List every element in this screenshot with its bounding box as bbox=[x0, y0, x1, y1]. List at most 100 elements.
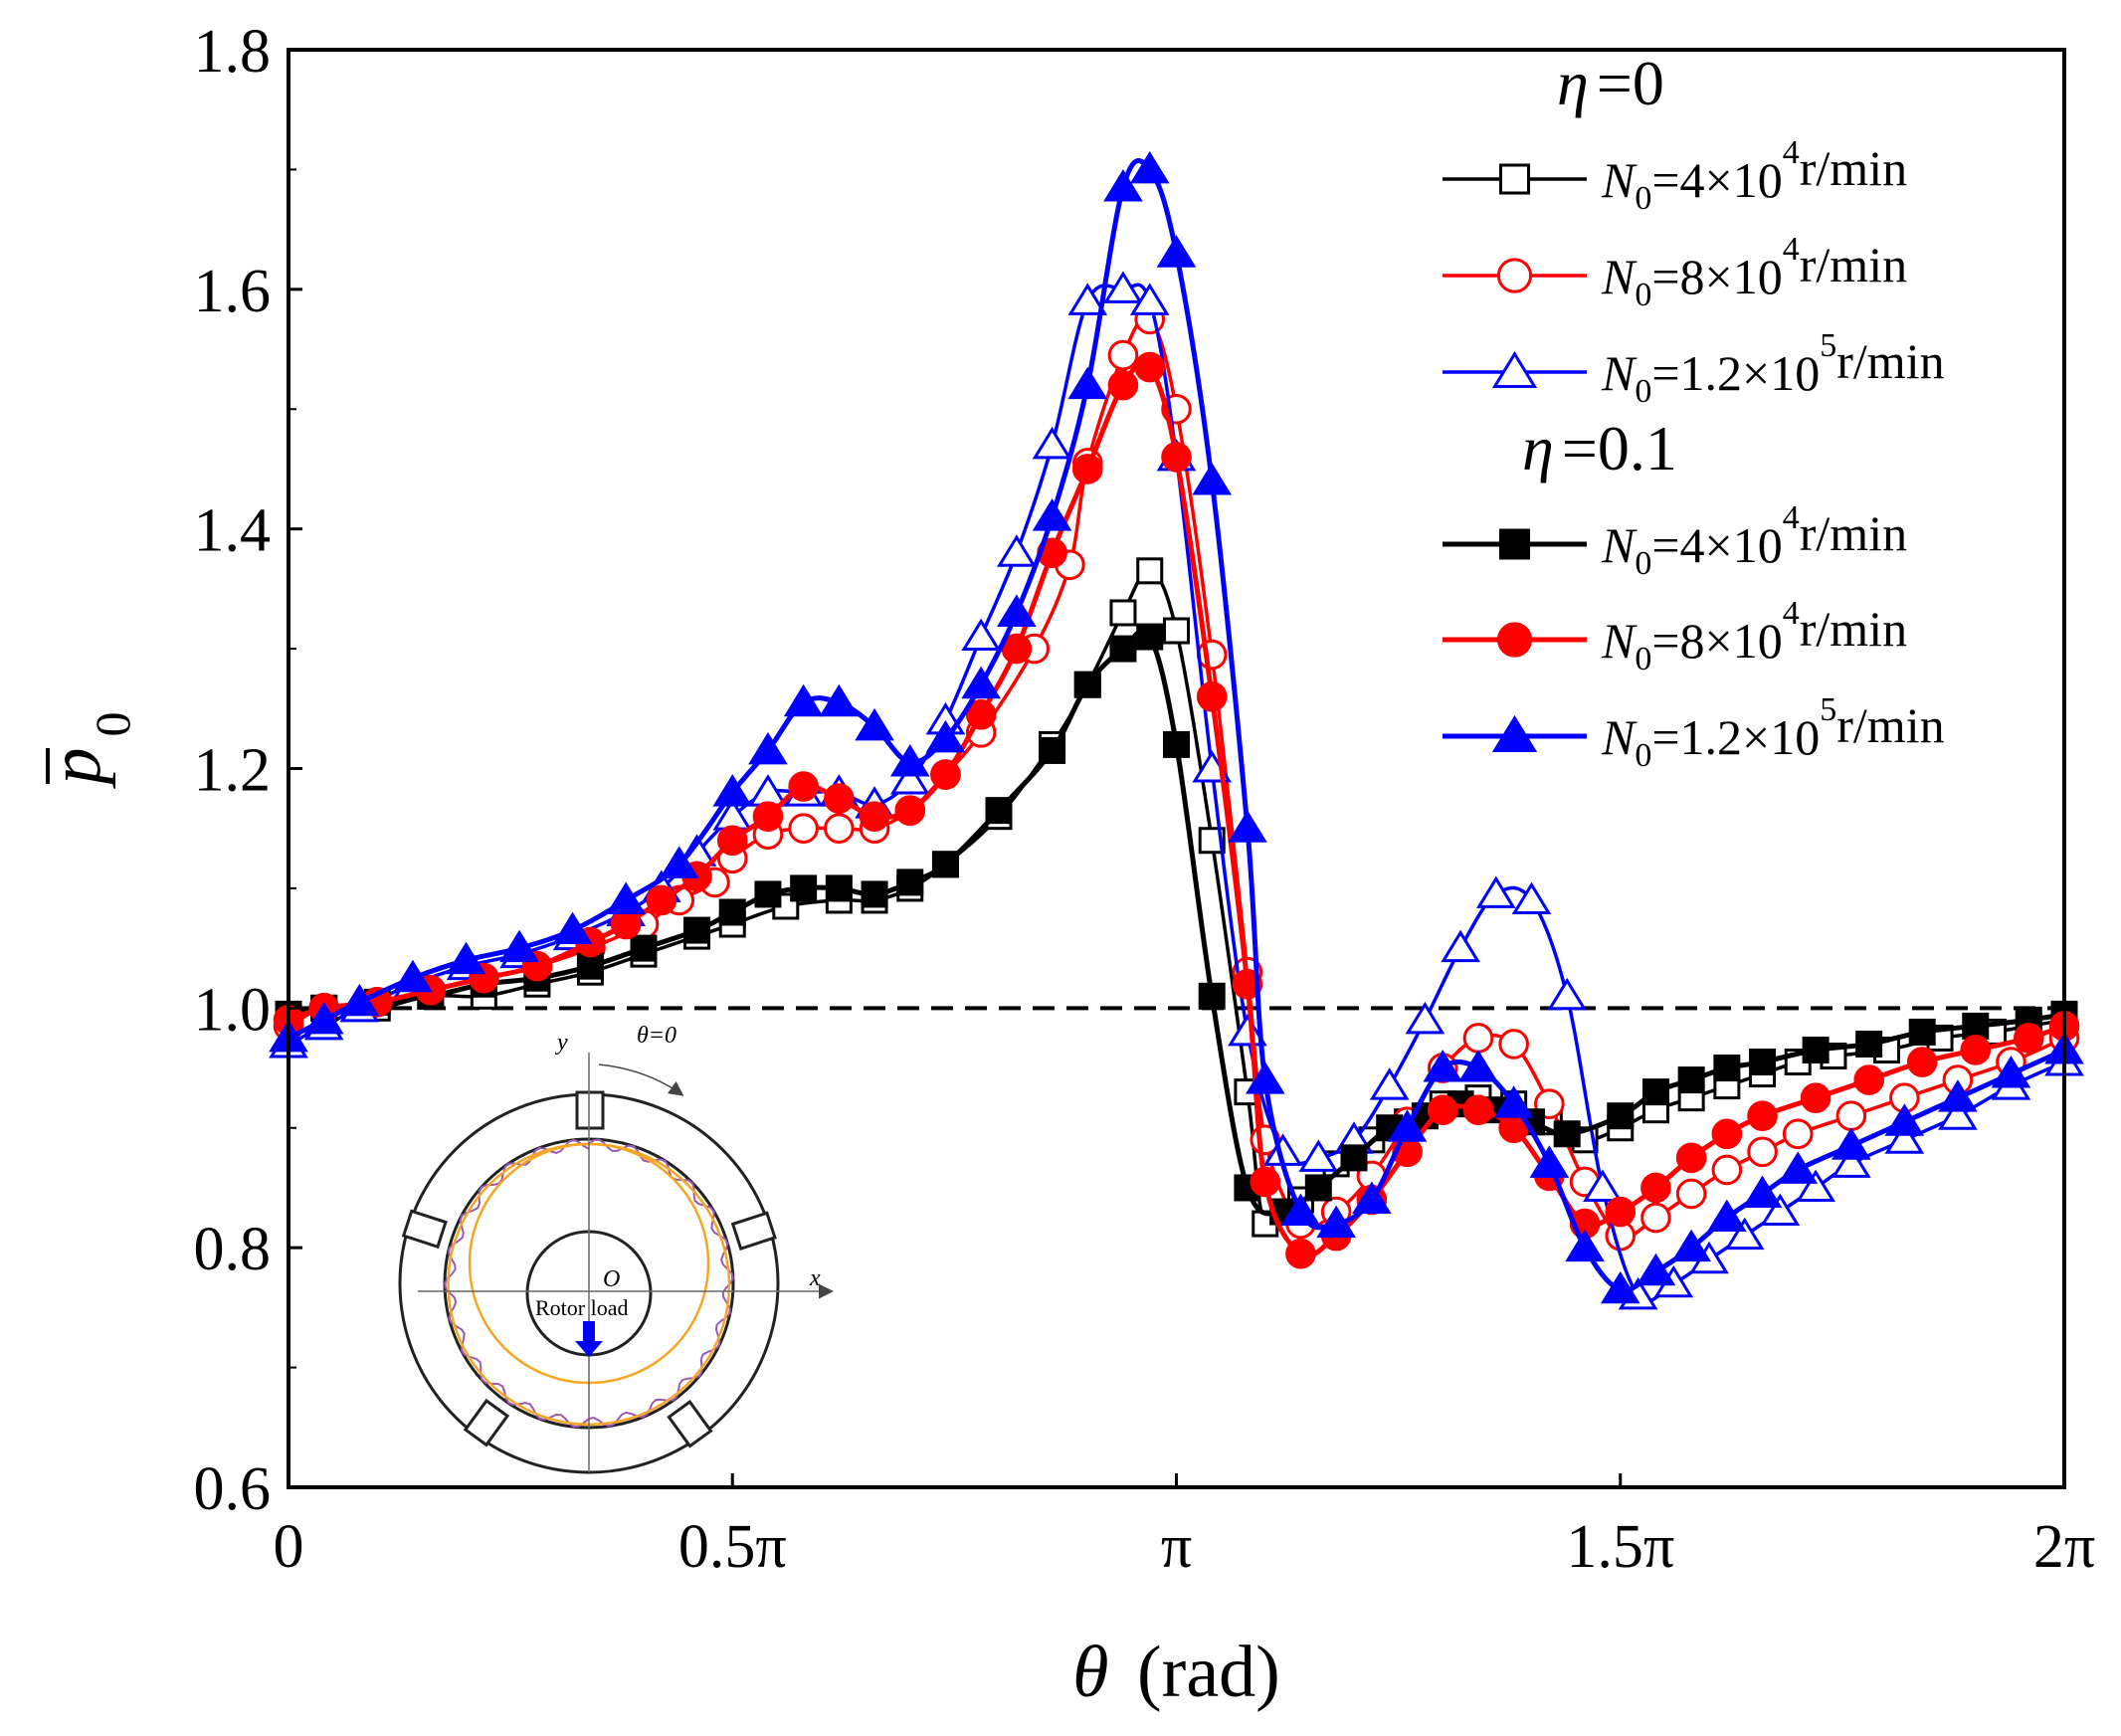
legend-label-part: =4×10 bbox=[1651, 152, 1782, 208]
data-point bbox=[718, 898, 746, 926]
legend-entry: N0=4×104r/min bbox=[1443, 499, 1907, 582]
series-4 bbox=[273, 351, 2080, 1269]
foil-pads bbox=[401, 1090, 777, 1448]
x-axis-label: θ (rad) bbox=[1072, 1632, 1280, 1713]
legend-label-part: N bbox=[1601, 249, 1638, 304]
legend-label-part: 0 bbox=[1635, 737, 1651, 774]
legend-label-part: 0 bbox=[1635, 373, 1651, 410]
data-point bbox=[1462, 1094, 1494, 1125]
data-point bbox=[985, 797, 1013, 825]
legend-label-part: =1.2×10 bbox=[1651, 709, 1820, 765]
data-point bbox=[1245, 1061, 1285, 1094]
data-point bbox=[861, 880, 888, 908]
legend-group-value: =0 bbox=[1597, 48, 1664, 118]
data-point bbox=[1103, 169, 1143, 202]
y-tick-label: 1.0 bbox=[194, 976, 272, 1044]
y-tick-label: 1.2 bbox=[194, 737, 272, 805]
legend-label-part: 4 bbox=[1783, 134, 1800, 171]
data-point bbox=[499, 929, 539, 963]
data-point bbox=[1228, 810, 1267, 843]
legend-group-value: =0.1 bbox=[1562, 413, 1677, 483]
data-point bbox=[1304, 1174, 1332, 1202]
data-point bbox=[2014, 1023, 2044, 1054]
legend-label-part: 5 bbox=[1820, 327, 1836, 364]
data-point bbox=[683, 916, 711, 944]
data-point bbox=[1441, 929, 1480, 963]
data-point bbox=[1800, 1082, 1832, 1113]
data-point bbox=[1724, 1217, 1765, 1251]
inset-x-label: x bbox=[809, 1265, 821, 1291]
legend-label-part: 4 bbox=[1783, 499, 1800, 536]
x-axis-unit: (rad) bbox=[1137, 1632, 1280, 1713]
data-point bbox=[783, 683, 824, 717]
data-point bbox=[1749, 1049, 1777, 1076]
legend-label-part: 0 bbox=[1635, 545, 1651, 582]
data-point bbox=[1192, 463, 1233, 495]
legend-label: N0=1.2×105r/min bbox=[1601, 327, 1945, 410]
legend-label-part: =1.2×10 bbox=[1651, 345, 1820, 401]
y-axis-label: p 0 bbox=[35, 712, 140, 790]
data-point bbox=[552, 911, 593, 945]
data-point bbox=[1316, 1205, 1356, 1239]
legend-entry: N0=1.2×105r/min bbox=[1443, 327, 1945, 410]
data-point bbox=[1071, 454, 1103, 484]
data-point bbox=[961, 618, 1001, 652]
legend-marker bbox=[1499, 528, 1530, 560]
legend-label-part: =8×10 bbox=[1651, 613, 1782, 669]
data-point bbox=[1831, 1127, 1871, 1160]
legend-label-part: 0 bbox=[1635, 180, 1651, 217]
data-point bbox=[576, 952, 604, 980]
inset-origin-label: O bbox=[603, 1266, 620, 1292]
data-point bbox=[1640, 1172, 1671, 1204]
legend-label: N0=4×104r/min bbox=[1601, 134, 1907, 217]
legend-group-symbol: η bbox=[1522, 413, 1554, 483]
x-tick-label: 2π bbox=[2033, 1513, 2095, 1581]
legend-marker bbox=[1496, 622, 1533, 658]
x-tick-label: 1.5π bbox=[1566, 1513, 1674, 1581]
data-point bbox=[1228, 1013, 1267, 1047]
data-point bbox=[1462, 1023, 1494, 1054]
legend-label-part: r/min bbox=[1800, 601, 1907, 657]
data-point bbox=[824, 783, 855, 814]
data-point bbox=[1853, 1064, 1884, 1095]
data-point bbox=[1352, 1181, 1392, 1214]
data-point bbox=[393, 959, 433, 993]
data-point bbox=[825, 874, 853, 902]
y-tick-label: 1.6 bbox=[194, 258, 272, 325]
data-point bbox=[646, 884, 677, 916]
data-point bbox=[1782, 1118, 1814, 1150]
data-point bbox=[1713, 1055, 1741, 1082]
x-tick-label: 0.5π bbox=[678, 1513, 787, 1581]
data-point bbox=[1475, 875, 1516, 908]
legend-label-part: 0 bbox=[1635, 277, 1651, 313]
data-point bbox=[1511, 881, 1552, 914]
data-point bbox=[1129, 283, 1170, 315]
bearing-inset-diagram: y θ=0 x O Rotor load bbox=[398, 1023, 834, 1474]
data-point bbox=[1778, 1151, 1819, 1184]
data-point bbox=[889, 744, 930, 777]
legend-label-part: 5 bbox=[1820, 691, 1836, 728]
data-point bbox=[1835, 1100, 1867, 1132]
data-point bbox=[1163, 730, 1190, 758]
legend-label-part: 4 bbox=[1783, 595, 1800, 632]
data-point bbox=[1067, 366, 1108, 400]
data-point bbox=[1742, 1175, 1783, 1208]
data-point bbox=[1196, 639, 1228, 671]
data-point bbox=[1032, 498, 1072, 531]
data-point bbox=[1677, 1066, 1705, 1094]
data-point bbox=[1641, 1078, 1669, 1106]
legend-label-part: r/min bbox=[1800, 140, 1907, 196]
data-point bbox=[1884, 1103, 1925, 1136]
data-point bbox=[819, 683, 860, 717]
data-point bbox=[1340, 1144, 1368, 1172]
series-5 bbox=[269, 150, 2084, 1304]
legend-label: N0=1.2×105r/min bbox=[1601, 691, 1945, 774]
data-point bbox=[610, 908, 642, 940]
data-point bbox=[997, 534, 1037, 567]
data-point bbox=[1163, 617, 1190, 645]
legend-marker bbox=[1491, 350, 1538, 389]
series-line bbox=[288, 315, 2065, 1240]
data-point bbox=[824, 813, 855, 845]
legend-label-part: 4 bbox=[1783, 231, 1800, 268]
